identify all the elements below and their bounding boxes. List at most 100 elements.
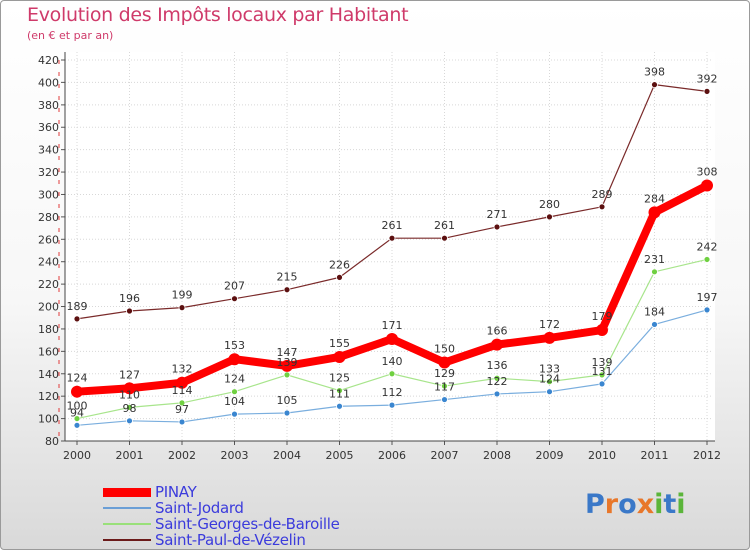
data-point-saint-georges-de-baroille	[283, 371, 291, 379]
data-point-saint-paul-de-vezelin	[126, 307, 133, 315]
data-label-saint-georges-de-baroille: 242	[697, 240, 718, 253]
data-label-saint-paul-de-vezelin: 261	[434, 219, 455, 232]
logo-letter: x	[636, 489, 655, 520]
y-tick-label: 100	[38, 413, 59, 426]
data-label-pinay: 150	[434, 343, 455, 356]
data-label-pinay: 127	[119, 368, 140, 381]
x-tick-label: 2008	[483, 449, 511, 462]
data-label-saint-jodard: 197	[697, 291, 718, 304]
x-tick-label: 2003	[221, 449, 249, 462]
y-tick-label: 160	[38, 345, 59, 358]
data-point-saint-jodard	[73, 421, 81, 429]
data-point-saint-jodard	[651, 321, 658, 328]
data-point-saint-georges-de-baroille	[126, 403, 133, 411]
data-point-pinay	[701, 179, 713, 192]
data-point-pinay	[543, 331, 556, 344]
legend-label-saint-paul-de-vezelin: Saint-Paul-de-Vézelin	[155, 531, 306, 549]
y-tick-label: 80	[45, 435, 59, 448]
data-label-saint-paul-de-vezelin: 189	[67, 300, 88, 313]
data-label-saint-jodard: 105	[277, 394, 298, 407]
data-point-saint-paul-de-vezelin	[493, 223, 501, 231]
data-point-saint-paul-de-vezelin	[336, 273, 343, 281]
data-label-saint-paul-de-vezelin: 215	[277, 271, 298, 284]
data-point-saint-paul-de-vezelin	[651, 81, 658, 89]
data-label-saint-paul-de-vezelin: 398	[644, 66, 665, 79]
data-label-saint-paul-de-vezelin: 289	[592, 188, 613, 201]
logo-letter: P	[585, 489, 605, 520]
y-tick-label: 340	[38, 144, 59, 157]
data-label-saint-paul-de-vezelin: 207	[224, 280, 245, 293]
x-tick-label: 2005	[326, 449, 354, 462]
y-tick-label: 260	[38, 233, 59, 246]
data-point-saint-paul-de-vezelin	[73, 315, 81, 323]
x-tick-label: 2009	[536, 449, 564, 462]
data-point-pinay	[438, 356, 451, 369]
x-tick-label: 2000	[63, 449, 91, 462]
x-tick-label: 2002	[168, 449, 196, 462]
data-point-saint-jodard	[546, 388, 553, 396]
data-label-saint-georges-de-baroille: 133	[539, 363, 560, 376]
y-tick-label: 320	[38, 166, 59, 179]
data-label-pinay: 124	[67, 372, 88, 385]
data-point-pinay	[648, 206, 661, 219]
data-label-saint-jodard: 94	[70, 406, 84, 419]
data-label-saint-georges-de-baroille: 139	[277, 356, 298, 369]
data-label-saint-georges-de-baroille: 114	[172, 384, 193, 397]
data-label-saint-georges-de-baroille: 125	[329, 372, 350, 385]
data-point-pinay	[386, 333, 398, 346]
data-point-saint-paul-de-vezelin	[231, 295, 238, 303]
data-point-saint-jodard	[336, 402, 343, 410]
y-tick-label: 140	[38, 368, 59, 381]
y-tick-label: 420	[38, 54, 59, 67]
data-point-saint-georges-de-baroille	[546, 378, 553, 386]
data-label-saint-jodard: 104	[224, 395, 245, 408]
data-point-saint-paul-de-vezelin	[178, 304, 186, 312]
data-point-saint-georges-de-baroille	[388, 370, 396, 378]
data-label-saint-jodard: 111	[329, 387, 350, 400]
data-point-saint-georges-de-baroille	[441, 382, 448, 390]
data-label-saint-georges-de-baroille: 129	[434, 367, 455, 380]
data-point-pinay	[491, 338, 503, 351]
data-label-saint-georges-de-baroille: 124	[224, 373, 245, 386]
data-label-saint-jodard: 124	[539, 373, 560, 386]
data-point-saint-jodard	[283, 409, 291, 417]
data-label-pinay: 171	[382, 319, 403, 332]
data-label-pinay: 155	[329, 337, 350, 350]
logo-letter: i	[654, 489, 664, 520]
data-label-saint-paul-de-vezelin: 280	[539, 198, 560, 211]
data-point-saint-jodard	[388, 401, 396, 409]
data-label-pinay: 166	[487, 325, 508, 338]
data-point-saint-jodard	[231, 410, 238, 418]
y-tick-label: 200	[38, 301, 59, 314]
data-point-saint-jodard	[441, 396, 448, 403]
data-point-pinay	[596, 324, 608, 337]
data-point-saint-georges-de-baroille	[336, 387, 343, 394]
data-label-saint-jodard: 98	[123, 402, 137, 415]
legend-label-saint-jodard: Saint-Jodard	[155, 499, 244, 517]
proxiti-logo: Proxiti	[585, 489, 686, 520]
data-label-saint-georges-de-baroille: 231	[644, 253, 665, 266]
data-point-saint-paul-de-vezelin	[703, 87, 711, 95]
legend-item-saint-jodard: Saint-Jodard	[103, 500, 423, 516]
x-tick-label: 2012	[693, 449, 721, 462]
logo-letter: i	[676, 489, 686, 520]
data-label-saint-georges-de-baroille: 140	[382, 355, 403, 368]
data-point-pinay	[123, 382, 136, 395]
x-tick-label: 2004	[273, 449, 301, 462]
y-tick-label: 220	[38, 278, 59, 291]
data-label-saint-paul-de-vezelin: 199	[172, 289, 193, 302]
data-label-saint-jodard: 117	[434, 381, 455, 394]
legend-item-saint-georges-de-baroille: Saint-Georges-de-Baroille	[103, 516, 423, 532]
y-tick-label: 380	[38, 99, 59, 112]
data-point-saint-jodard	[703, 306, 711, 314]
data-label-pinay: 153	[224, 339, 245, 352]
x-tick-label: 2001	[116, 449, 144, 462]
data-label-pinay: 308	[697, 166, 718, 179]
chart-title: Evolution des Impôts locaux par Habitant	[27, 4, 409, 26]
data-label-saint-jodard: 112	[382, 386, 403, 399]
data-label-pinay: 132	[172, 363, 193, 376]
data-label-pinay: 284	[644, 192, 665, 205]
x-tick-label: 2006	[378, 449, 406, 462]
data-point-saint-georges-de-baroille	[703, 256, 711, 263]
